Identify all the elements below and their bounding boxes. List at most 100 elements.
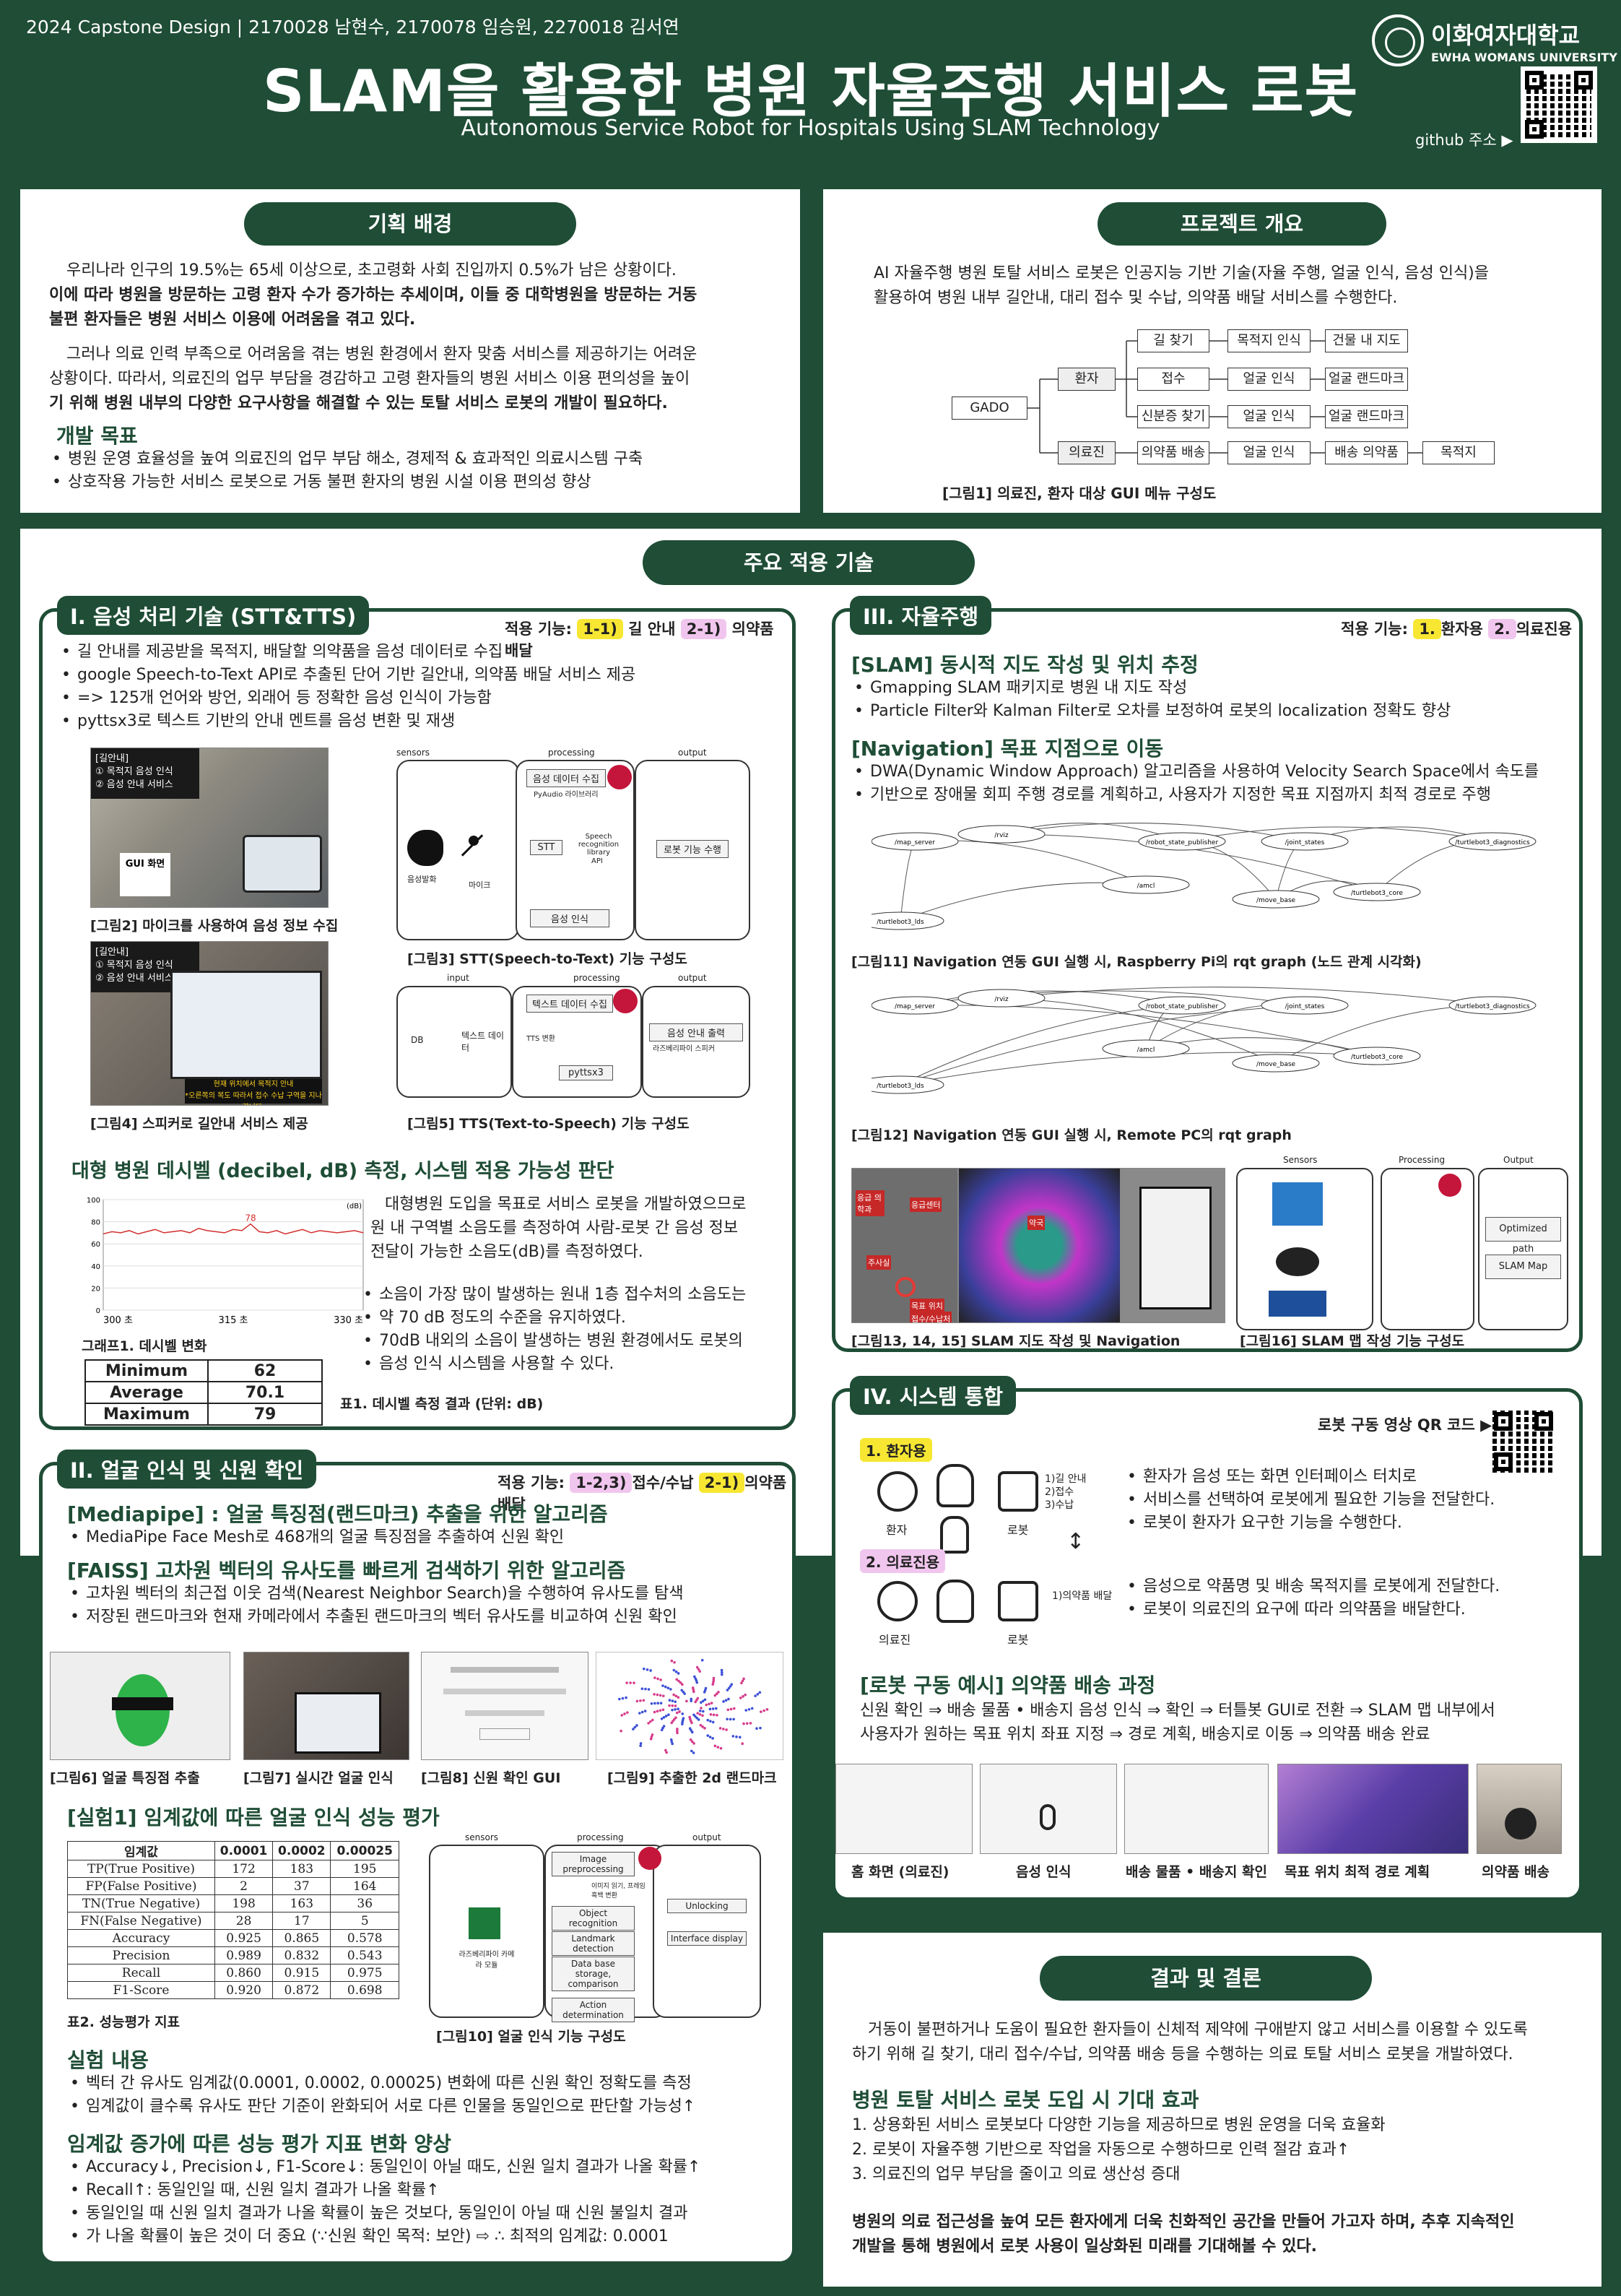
background-line: 불편 환자들은 병원 서비스 이용에 어려움을 겪고 있다. (49, 311, 416, 329)
gui-item: 신분증 찾기 (1137, 405, 1209, 428)
landmark-point (708, 1707, 712, 1711)
table-row: TN(True Negative) 198 163 36 (67, 1894, 399, 1912)
landmark-point (678, 1710, 681, 1713)
decibel-title: 대형 병원 데시벨 (decibel, dB) 측정, 시스템 적용 가능성 판… (71, 1160, 614, 1182)
landmark-point (716, 1746, 720, 1749)
graph-node (1102, 875, 1190, 894)
graph-node (1232, 1054, 1320, 1073)
graph-node-label: /turtlebot3_core (1351, 1054, 1403, 1061)
menu-item: 2)접수 (1045, 1486, 1074, 1498)
graph-edge (1001, 987, 1493, 1006)
overview-line: 활용하여 병원 내부 길안내, 대리 접수 및 수납, 의약품 배달 서비스를 … (874, 289, 1398, 307)
landmark-point (714, 1707, 718, 1710)
background-line: 상황이다. 따라서, 의료진의 업무 부담을 경감하고 고령 환자들의 병원 서… (49, 370, 690, 388)
landmark-point (698, 1670, 701, 1673)
landmark-point (726, 1689, 729, 1691)
tts-output-label: output (678, 973, 707, 983)
landmark-point (675, 1678, 679, 1681)
overview-text: AI 자율주행 병원 토탈 서비스 로봇은 인공지능 기반 기술(자율 주행, … (874, 261, 1596, 311)
map-label: 응급센터 (910, 1197, 942, 1212)
stt-collect: 음성 데이터 수집 (526, 769, 606, 787)
landmark-point (639, 1699, 642, 1702)
example-text: 신원 확인 ⇒ 배송 물품 • 배송지 음성 인식 ⇒ 확인 ⇒ 터틀봇 GUI… (860, 1699, 1575, 1746)
voice-apply: 적용 기능: 1-1) 길 안내 2-1) 의약품 배달 (505, 618, 792, 661)
stt-sensors-label: sensors (396, 748, 430, 758)
qr-corner (1525, 71, 1544, 90)
table-cell: 37 (272, 1877, 331, 1895)
poster-title: SLAM을 활용한 병원 자율주행 서비스 로봇 (262, 58, 1359, 125)
landmark-point (639, 1744, 642, 1747)
face-apply: 적용 기능: 1-2,3) 접수/수납 2-1) 의약품 배달 (497, 1471, 792, 1515)
landmark-point (738, 1736, 742, 1739)
landmark-point (732, 1707, 736, 1710)
graph-node-label: /turtlebot3_lds (877, 919, 924, 926)
goal-item: 상호작용 가능한 서비스 로봇으로 거동 불편 환자의 병원 시설 이용 편의성… (49, 471, 786, 494)
decibel-chart: 100 80 60 40 20 0 (dB) 78 300 초 315 초 330 초 (87, 1197, 364, 1326)
experiment-bullets: 벡터 간 유사도 임계값(0.0001, 0.0002, 0.00025) 변화… (67, 2072, 782, 2118)
landmark-point (698, 1710, 702, 1712)
landmark-point (711, 1683, 715, 1686)
robot-label: 로봇 (1007, 1523, 1029, 1537)
landmark-point (717, 1691, 720, 1694)
landmark-point (720, 1671, 723, 1674)
decibel-bullet: 소음이 가장 많이 발생하는 원내 1층 접수처의 소음도는 (360, 1283, 794, 1307)
qr-corner (1494, 1412, 1513, 1431)
robot-icon (998, 1581, 1038, 1621)
university-name-en: EWHA WOMANS UNIVERSITY (1431, 50, 1617, 64)
landmark-point (659, 1694, 662, 1697)
table-cell: 183 (272, 1860, 331, 1878)
raspberry-pi-icon (1438, 1174, 1461, 1197)
landmark-point (711, 1737, 714, 1740)
landmark-point (659, 1678, 662, 1681)
graph-node-label: /robot_state_publisher (1146, 1003, 1219, 1010)
rqt-graph-remote: /map_server/rviz/robot_state_publisher/a… (872, 987, 1537, 1094)
background-line: 우리나라 인구의 19.5%는 65세 이상으로, 초고령화 사회 진입까지 0… (49, 259, 786, 283)
decibel-bullet: 약 70 dB 정도의 수준을 유지하였다. (360, 1307, 794, 1330)
photo-label: [길안내] ① 목적지 음성 인식 ② 음성 안내 서비스 (91, 942, 199, 992)
landmark-point (741, 1679, 744, 1683)
table-row: Recall 0.860 0.915 0.975 (67, 1964, 399, 1982)
rqt-graph-raspberry: /map_server/rviz/robot_state_publisher/a… (872, 823, 1537, 930)
landmark-point (671, 1699, 674, 1702)
decibel-text: 대형병원 도입을 목표로 서비스 로봇을 개발하였으므로 원 내 구역별 소음도… (370, 1192, 789, 1264)
step-path-image (1277, 1764, 1469, 1854)
table-cell: 0.578 (330, 1929, 399, 1947)
photo-tag: [길안내] (95, 753, 129, 764)
step-label: 목표 위치 최적 경로 계획 (1285, 1864, 1430, 1880)
gui-item: 배송 의약품 (1325, 441, 1408, 464)
graph-node (872, 1075, 944, 1094)
experiment-bullet: 임계값이 클수록 유사도 판단 기준이 완화되어 서로 다른 인물을 동일인으로… (67, 2095, 782, 2118)
tts-processing-label: processing (573, 973, 620, 983)
table-cell: 172 (214, 1860, 274, 1878)
section-face: II. 얼굴 인식 및 신원 확인 적용 기능: 1-2,3) 접수/수납 2-1… (39, 1450, 796, 2265)
landmark-point (670, 1740, 674, 1743)
landmark-point (664, 1685, 667, 1689)
voice-bullet: pyttsx3로 텍스트 기반의 안내 멘트를 음성 변환 및 재생 (58, 710, 781, 733)
landmark-point (638, 1712, 641, 1715)
landmark-point (708, 1702, 710, 1706)
landmark-point (671, 1708, 674, 1712)
mediapipe-bullet: MediaPipe Face Mesh로 468개의 얼굴 특징점을 추출하여 … (67, 1526, 782, 1549)
step-home-image (835, 1764, 973, 1854)
staff-bullet: 음성으로 약품명 및 배송 목적지를 로봇에게 전달한다. (1124, 1575, 1572, 1598)
table-cell: FP(False Positive) (67, 1877, 215, 1895)
table-cell: 195 (330, 1860, 399, 1878)
y-tick-label: 60 (91, 1241, 100, 1249)
landmark-point (660, 1728, 664, 1732)
tts-input-box (396, 986, 512, 1098)
landmark-point (709, 1712, 713, 1716)
section-autonomous: III. 자율주행 적용 기능: 1. 환자용 2. 의료진용 [SLAM] 동시적… (832, 596, 1583, 1352)
map-label: 응급 의학과 (856, 1190, 885, 1216)
decibel-bullet: 70dB 내외의 소음이 발생하는 병원 환경에서도 로봇의 (360, 1330, 794, 1353)
landmark-point (640, 1710, 644, 1714)
slam-bullet: Particle Filter와 Kalman Filter로 오차를 보정하여… (851, 700, 1573, 723)
landmark-point (700, 1707, 703, 1710)
landmark-point (688, 1715, 691, 1719)
gui-item: 얼굴 랜드마크 (1325, 405, 1408, 428)
landmark-point (706, 1734, 710, 1737)
github-qr-code[interactable] (1521, 66, 1597, 143)
x-tick-label: 330 초 (334, 1315, 363, 1326)
video-qr-code[interactable] (1492, 1411, 1555, 1473)
graph-node-label: /map_server (895, 839, 935, 846)
github-link[interactable]: github 주소 ▶ (1415, 131, 1513, 149)
